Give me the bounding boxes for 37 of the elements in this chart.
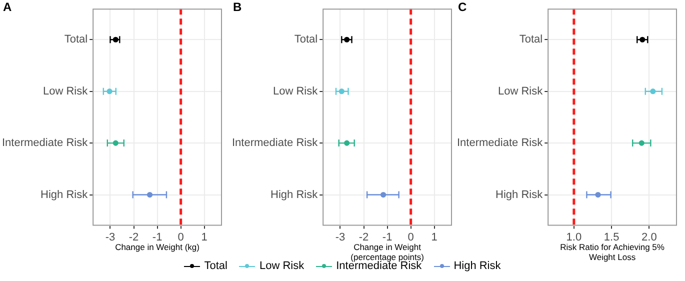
x-tick-label: 1 [201,231,208,244]
point [595,192,601,198]
chart-title: C [458,0,467,14]
y-tick-label: High Risk [40,188,88,201]
x-axis-title: Change in Weight (kg) [114,242,200,253]
x-tick-label: 0 [408,231,414,244]
point [638,140,644,146]
x-tick-label: -2 [128,231,139,244]
x-tick-label: 1.0 [566,231,582,244]
y-tick-label: Total [294,34,318,46]
x-tick-label: -2 [358,231,369,244]
chart-title: B [233,0,242,14]
x-tick-label: 1.5 [604,231,620,244]
x-tick-label: -1 [152,231,162,244]
y-tick-label: High Risk [496,188,544,201]
y-tick-label: Total [64,34,88,46]
legend-label: High Risk [454,260,501,272]
x-axis-title: Change in Weight (percentage points) [350,242,425,262]
y-tick-label: Low Risk [272,85,318,98]
x-axis-title: Risk Ratio for Achieving 5% Weight Loss [559,242,666,262]
y-tick-label: Low Risk [498,85,544,98]
y-tick-label: High Risk [270,188,318,201]
x-tick-label: 1 [431,231,438,244]
x-tick-label: 0 [178,231,184,244]
x-tick-label: -3 [335,231,346,244]
x-tick-label: -3 [105,231,116,244]
chart-title: A [3,0,12,14]
y-tick-label: Intermediate Risk [232,137,318,150]
x-tick-label: 2.0 [642,231,657,244]
y-tick-label: Low Risk [42,85,88,98]
x-tick-label: -1 [382,231,392,244]
legend-label: Low Risk [259,260,304,272]
y-tick-label: Total [519,34,543,46]
y-tick-label: Intermediate Risk [456,137,544,150]
y-tick-label: Intermediate Risk [2,137,88,150]
legend-label: Total [204,260,228,272]
point [650,88,656,94]
